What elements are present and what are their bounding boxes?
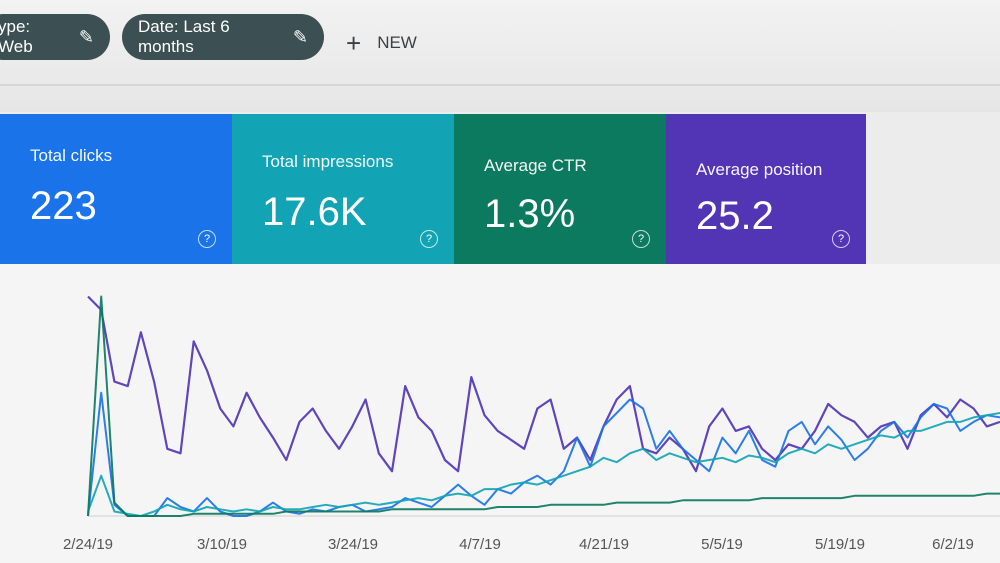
x-tick-label: 2/24/19 xyxy=(63,536,113,553)
card-value: 17.6K xyxy=(262,190,367,234)
date-filter-label: Date: Last 6 months xyxy=(138,17,230,56)
x-tick-label: 6/2/19 xyxy=(932,536,974,553)
help-icon[interactable]: ? xyxy=(420,230,438,248)
card-label: Average position xyxy=(696,160,823,179)
plus-icon: + xyxy=(346,28,362,58)
card-label: Total clicks xyxy=(30,146,113,165)
card-value: 223 xyxy=(30,184,97,228)
card-value: 25.2 xyxy=(696,194,774,238)
series-line-2 xyxy=(87,412,1000,517)
pencil-icon[interactable]: ✎ xyxy=(78,26,94,47)
series-line-1 xyxy=(87,391,1000,517)
x-tick-label: 4/21/19 xyxy=(579,536,629,553)
series-line-0 xyxy=(87,295,1000,473)
pencil-icon[interactable]: ✎ xyxy=(292,26,308,47)
performance-chart: 2/24/19 3/10/19 3/24/19 4/7/19 4/21/19 5/5/19… xyxy=(0,264,1000,563)
type-filter-label: ype: Web xyxy=(0,17,33,56)
card-label: Average CTR xyxy=(484,156,587,175)
new-filter-label: NEW xyxy=(377,33,417,52)
x-tick-label: 5/5/19 xyxy=(701,536,743,553)
help-icon[interactable]: ? xyxy=(832,230,850,248)
help-icon[interactable]: ? xyxy=(198,230,216,248)
x-tick-label: 3/24/19 xyxy=(328,536,378,553)
chart-svg: 2/24/19 3/10/19 3/24/19 4/7/19 4/21/19 5/5/19… xyxy=(63,295,1000,553)
filter-bar: ype: Web ✎ Date: Last 6 months ✎ + NEW xyxy=(0,0,1000,112)
x-tick-label: 5/19/19 xyxy=(815,536,865,553)
type-filter-chip[interactable]: ype: Web ✎ xyxy=(0,14,110,60)
date-filter-chip[interactable]: Date: Last 6 months ✎ xyxy=(122,14,324,60)
card-label: Total impressions xyxy=(262,152,394,171)
average-position-card[interactable]: Average position 25.2 ? xyxy=(666,114,866,264)
x-tick-label: 3/10/19 xyxy=(197,536,247,553)
x-tick-label: 4/7/19 xyxy=(459,536,501,553)
new-filter-button[interactable]: + NEW xyxy=(346,30,417,56)
total-clicks-card[interactable]: Total clicks 223 ? xyxy=(0,114,232,264)
help-icon[interactable]: ? xyxy=(632,230,650,248)
total-impressions-card[interactable]: Total impressions 17.6K ? xyxy=(232,114,454,264)
series-line-3 xyxy=(87,295,1000,517)
card-value: 1.3% xyxy=(484,192,576,236)
average-ctr-card[interactable]: Average CTR 1.3% ? xyxy=(454,114,666,264)
